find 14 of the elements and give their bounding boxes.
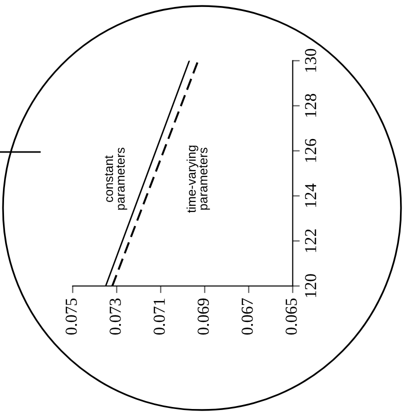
- y-tick-label: 124: [305, 184, 316, 207]
- x-tick-label: 0.065: [286, 298, 297, 335]
- x-tick-label: 0.067: [242, 298, 253, 335]
- y-tick-label: 122: [305, 229, 316, 252]
- y-tick-label: 120: [304, 274, 316, 298]
- y-tick-label: 128: [304, 94, 316, 117]
- y-tick-label: 126: [305, 138, 316, 162]
- text: time-varying parameters: [186, 146, 210, 213]
- text: constant parameters: [104, 148, 128, 210]
- x-tick-label: 0.069: [198, 298, 209, 335]
- x-tick-label: 0.073: [110, 298, 121, 335]
- x-tick-label: 0.075: [66, 298, 77, 335]
- x-tick-label: 0.071: [154, 298, 165, 335]
- y-tick-label: 130: [304, 48, 316, 72]
